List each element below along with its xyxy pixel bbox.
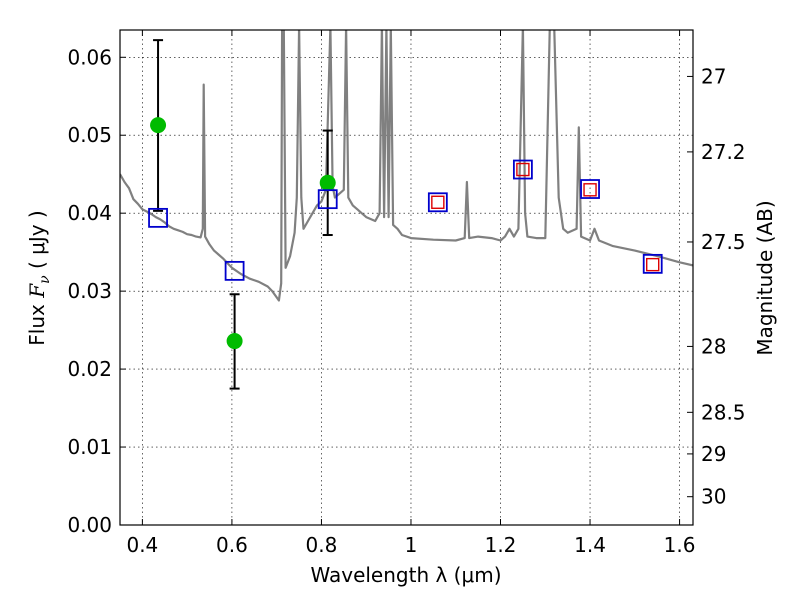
observed-point (226, 333, 243, 350)
observed-flux-marker (646, 257, 660, 272)
x-tick-label: 0.4 (126, 533, 158, 557)
y2-axis-title: Magnitude (AB) (753, 200, 777, 355)
model-flux-marker (512, 159, 533, 180)
model-flux-marker (224, 260, 245, 281)
y-axis-title-unit: ( μJy ) (25, 210, 49, 275)
y-tick-label: 0.00 (67, 513, 112, 537)
model-flux-marker (427, 192, 448, 213)
photometry-series (148, 39, 663, 390)
x-tick-label: 1.6 (664, 533, 696, 557)
y-axis-title: Flux Fν ( μJy ) (25, 210, 53, 345)
model-flux-marker (580, 179, 600, 199)
observed-flux-marker (583, 183, 597, 197)
y-axis-title-subscript: ν (37, 275, 53, 284)
y-tick-label: 0.01 (67, 435, 112, 459)
y2-tick-label: 27 (701, 64, 726, 88)
grid-lines (120, 30, 693, 526)
y-tick-label: 0.04 (67, 201, 112, 225)
x-tick-label: 0.8 (306, 533, 338, 557)
y2-tick-label: 28 (701, 334, 726, 358)
axis-ticks: 0.4 0.6 0.8 1 1.2 1.4 1.6 0.00 0.01 0.02 0.03 0.04 0… (67, 30, 746, 557)
spectrum-series (120, 30, 693, 302)
observed-flux-marker (516, 162, 530, 177)
y2-tick-label: 29 (701, 442, 726, 466)
y-tick-label: 0.03 (67, 279, 112, 303)
y2-tick-label: 30 (701, 485, 726, 509)
y-tick-label: 0.06 (67, 45, 112, 69)
observed-point (319, 174, 336, 191)
y-tick-label: 0.05 (67, 123, 112, 147)
y2-tick-label: 27.2 (701, 140, 746, 164)
plot-frame (119, 29, 694, 526)
y-tick-label: 0.02 (67, 357, 112, 381)
x-tick-label: 1.2 (485, 533, 517, 557)
y2-tick-label: 27.5 (701, 230, 746, 254)
model-flux-marker (317, 189, 338, 210)
observed-point (150, 117, 167, 134)
x-axis-title: Wavelength λ (μm) (310, 563, 501, 587)
y2-tick-label: 28.5 (701, 400, 746, 424)
x-tick-label: 1.4 (574, 533, 606, 557)
model-flux-marker (148, 207, 168, 228)
model-flux-marker (642, 253, 663, 274)
x-tick-label: 1 (405, 533, 418, 557)
y-axis-title-prefix: Flux (25, 298, 49, 346)
y-axis-title-symbol: F (25, 283, 49, 299)
x-tick-label: 0.6 (216, 533, 248, 557)
observed-flux-marker (431, 195, 445, 209)
spectrum-line (120, 30, 693, 302)
